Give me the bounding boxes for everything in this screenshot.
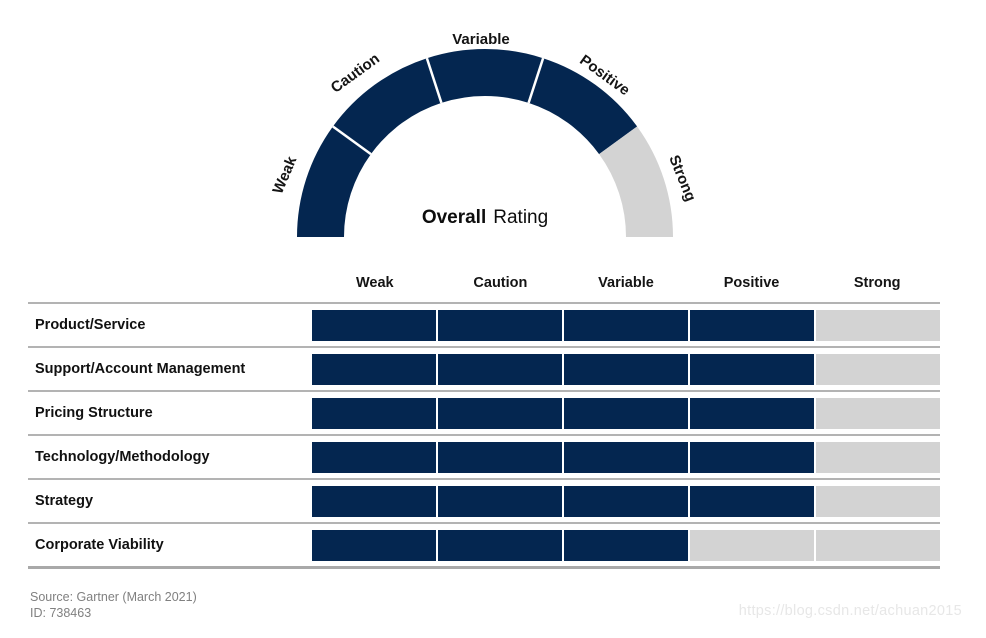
gauge-svg: Weak Caution Variable Positive Strong Ov… [269,31,699,237]
rating-cell-weak [312,485,436,517]
watermark-url: https://blog.csdn.net/achuan2015 [738,603,962,619]
row-label: Product/Service [35,317,146,333]
gauge-segment-weak [297,126,371,237]
rating-cell-positive [690,441,814,473]
rating-cells [312,485,940,517]
rating-cell-weak [312,529,436,561]
table-header-row: Weak Caution Variable Positive Strong [28,264,940,302]
rating-cell-caution [438,441,562,473]
rating-cells [312,397,940,429]
column-header-weak: Weak [355,275,394,291]
gauge-title-bold: Overall [422,207,486,228]
overall-rating-gauge: Weak Caution Variable Positive Strong Ov… [250,7,720,249]
gauge-label-variable: Variable [452,31,510,48]
gauge-label-strong: Strong [665,153,699,204]
rating-cell-variable [564,485,688,517]
row-label: Strategy [35,493,94,509]
rating-cells [312,353,940,385]
table-row: Support/Account Management [28,346,940,390]
gauge-divider [332,125,372,156]
gauge-title: Overall Rating [422,207,548,228]
column-header-variable: Variable [598,275,654,291]
table-row: Corporate Viability [28,522,940,566]
rating-cell-strong [816,529,940,561]
rating-cell-caution [438,485,562,517]
column-header-strong: Strong [853,275,901,291]
rating-cell-weak [312,441,436,473]
gauge-divider [425,57,443,104]
rating-cell-caution [438,309,562,341]
gauge-segment-strong [599,126,673,237]
gauge-segment-variable [426,48,544,103]
table-row: Strategy [28,478,940,522]
rating-cell-variable [564,397,688,429]
rating-cell-weak [312,309,436,341]
rating-cells [312,441,940,473]
rating-cells [312,309,940,341]
ratings-table: Weak Caution Variable Positive Strong Pr… [28,264,940,569]
rating-cell-caution [438,353,562,385]
row-label: Technology/Methodology [35,449,210,465]
rating-cell-positive [690,397,814,429]
rating-cell-strong [816,485,940,517]
gauge-title-regular: Rating [493,207,548,228]
rating-cell-variable [564,353,688,385]
rating-cell-strong [816,353,940,385]
figure-footer: Source: Gartner (March 2021) ID: 738463 [30,589,197,622]
column-header-caution: Caution [473,275,528,291]
rating-cell-positive [690,485,814,517]
rating-cell-positive [690,353,814,385]
figure-id: ID: 738463 [30,606,92,621]
row-label: Corporate Viability [35,537,164,553]
column-header-positive: Positive [723,275,780,291]
table-row: Product/Service [28,302,940,346]
gauge-label-weak: Weak [269,153,300,196]
rating-cell-weak [312,397,436,429]
rating-cell-caution [438,397,562,429]
rating-cell-variable [564,441,688,473]
rating-cell-variable [564,529,688,561]
row-label: Pricing Structure [35,405,153,421]
source-note: Source: Gartner (March 2021) [30,590,197,604]
rating-cell-positive [690,309,814,341]
rating-cell-strong [816,397,940,429]
gauge-segment-positive [528,58,638,155]
rating-cell-weak [312,353,436,385]
gauge-divider [527,57,545,104]
ratings-table-body: Product/Service Support/Account Managemen… [28,302,940,569]
rating-cell-strong [816,309,940,341]
rating-cell-strong [816,441,940,473]
rating-cell-positive [690,529,814,561]
gauge-segment-caution [332,58,442,155]
rating-cell-variable [564,309,688,341]
rating-cells [312,529,940,561]
table-row: Technology/Methodology [28,434,940,478]
row-label: Support/Account Management [35,361,246,377]
rating-cell-caution [438,529,562,561]
table-row: Pricing Structure [28,390,940,434]
